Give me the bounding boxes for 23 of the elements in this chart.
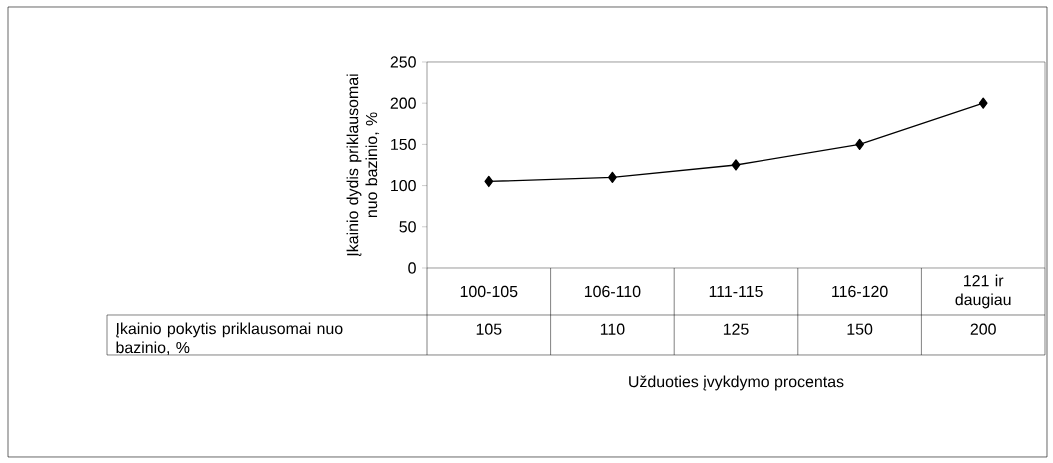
- text: Įkainio pokytis priklausomai nuo bazinio, %: [116, 322, 343, 356]
- data-label: 150: [847, 323, 873, 335]
- x-tick-label: 116-120: [832, 285, 888, 298]
- y-axis-title: Įkainio dydis priklausomai nuo bazinio, %: [346, 74, 380, 256]
- data-label: 105: [476, 323, 502, 335]
- point: [608, 171, 617, 183]
- y-tick-label: 150: [391, 138, 416, 151]
- x-tick-label: 106-110: [584, 285, 641, 298]
- point: [731, 159, 741, 171]
- data-label: 125: [723, 323, 749, 335]
- y-tick-label: 250: [390, 56, 416, 68]
- data-label: 110: [600, 323, 625, 335]
- y-tick-label: 100: [391, 179, 416, 192]
- x-tick-label: 111-115: [709, 285, 763, 298]
- point: [978, 97, 988, 109]
- y-tick-label: 200: [390, 97, 416, 109]
- x-tick-label: 100-105: [460, 285, 518, 298]
- data-label: 200: [970, 323, 996, 335]
- x-axis-title: Užduoties įvykdymo procentas: [629, 375, 844, 391]
- y-tick-label: 0: [408, 262, 416, 274]
- y-tick-label: 50: [399, 221, 416, 233]
- x-tick-label: 121 ir daugiau: [955, 274, 1011, 309]
- point: [484, 175, 494, 188]
